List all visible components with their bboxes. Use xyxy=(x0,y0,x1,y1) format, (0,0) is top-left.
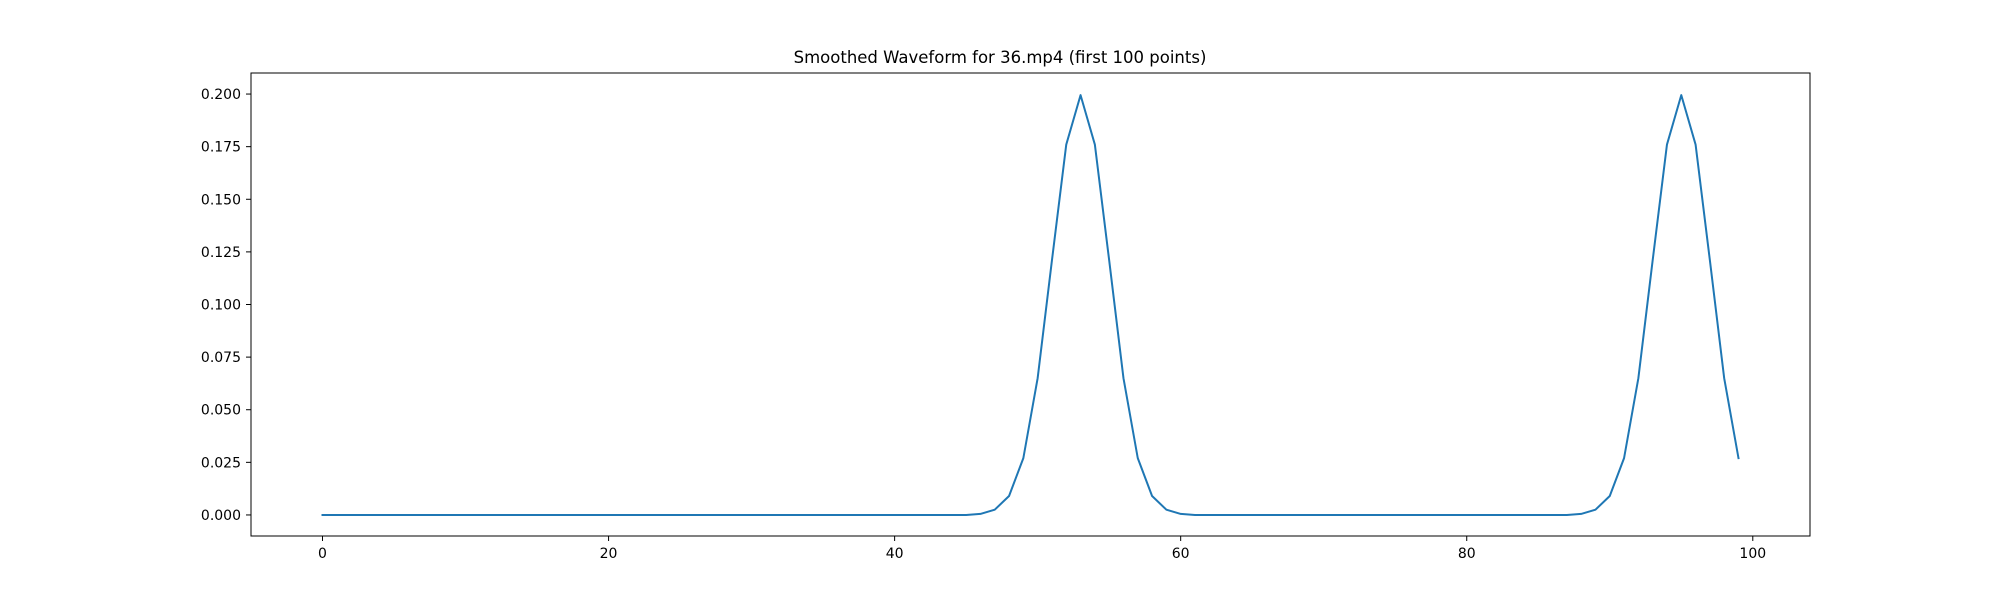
y-tick-label-0: 0.000 xyxy=(201,508,241,524)
y-tick-label-2: 0.050 xyxy=(201,403,241,419)
y-tick-label-8: 0.200 xyxy=(201,87,241,103)
axes-frame xyxy=(250,72,1811,537)
x-tick-label-5: 100 xyxy=(1739,546,1766,562)
y-tick-label-1: 0.025 xyxy=(201,455,241,471)
y-tick-label-3: 0.075 xyxy=(201,350,241,366)
x-tick-label-2: 40 xyxy=(886,546,904,562)
x-tick-label-1: 20 xyxy=(600,546,618,562)
y-tick-label-7: 0.175 xyxy=(201,140,241,156)
series-line-0 xyxy=(321,94,1740,516)
y-tick-label-6: 0.150 xyxy=(201,192,241,208)
chart-title: Smoothed Waveform for 36.mp4 (first 100 … xyxy=(794,48,1207,67)
x-tick-label-3: 60 xyxy=(1172,546,1190,562)
y-tick-label-4: 0.100 xyxy=(201,298,241,314)
y-tick-label-5: 0.125 xyxy=(201,245,241,261)
x-tick-label-0: 0 xyxy=(318,546,327,562)
plot-area: 0 20 40 60 80 100 0.000 0.025 0.050 0.075 0.100 0.1… xyxy=(201,72,1811,562)
x-tick-label-4: 80 xyxy=(1458,546,1476,562)
